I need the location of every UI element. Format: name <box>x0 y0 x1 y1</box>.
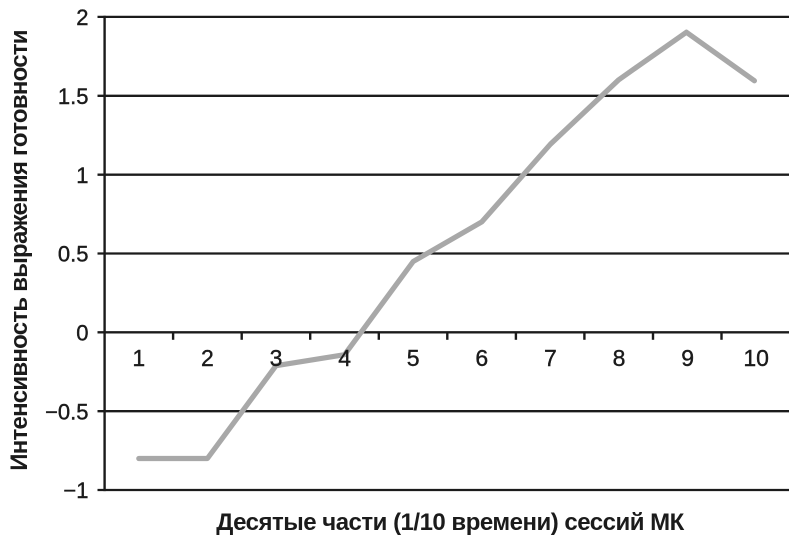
svg-text:2: 2 <box>76 5 88 30</box>
svg-text:Десятые части (1/10 времени) с: Десятые части (1/10 времени) сессий МК <box>216 509 684 536</box>
svg-text:6: 6 <box>475 345 488 371</box>
svg-text:0.5: 0.5 <box>58 242 89 267</box>
svg-text:−0.5: −0.5 <box>45 399 88 424</box>
svg-text:5: 5 <box>407 345 420 371</box>
svg-text:7: 7 <box>544 345 557 371</box>
svg-text:3: 3 <box>270 345 283 371</box>
svg-text:1: 1 <box>76 163 88 188</box>
svg-text:0: 0 <box>76 320 88 345</box>
svg-text:1.5: 1.5 <box>58 84 89 109</box>
svg-text:10: 10 <box>743 345 769 371</box>
svg-text:8: 8 <box>613 345 626 371</box>
svg-text:Интенсивность выражения готовн: Интенсивность выражения готовности <box>6 30 33 471</box>
svg-text:2: 2 <box>201 345 214 371</box>
svg-text:9: 9 <box>681 345 694 371</box>
svg-text:1: 1 <box>132 345 145 371</box>
svg-text:−1: −1 <box>63 478 88 503</box>
svg-text:4: 4 <box>338 345 351 371</box>
